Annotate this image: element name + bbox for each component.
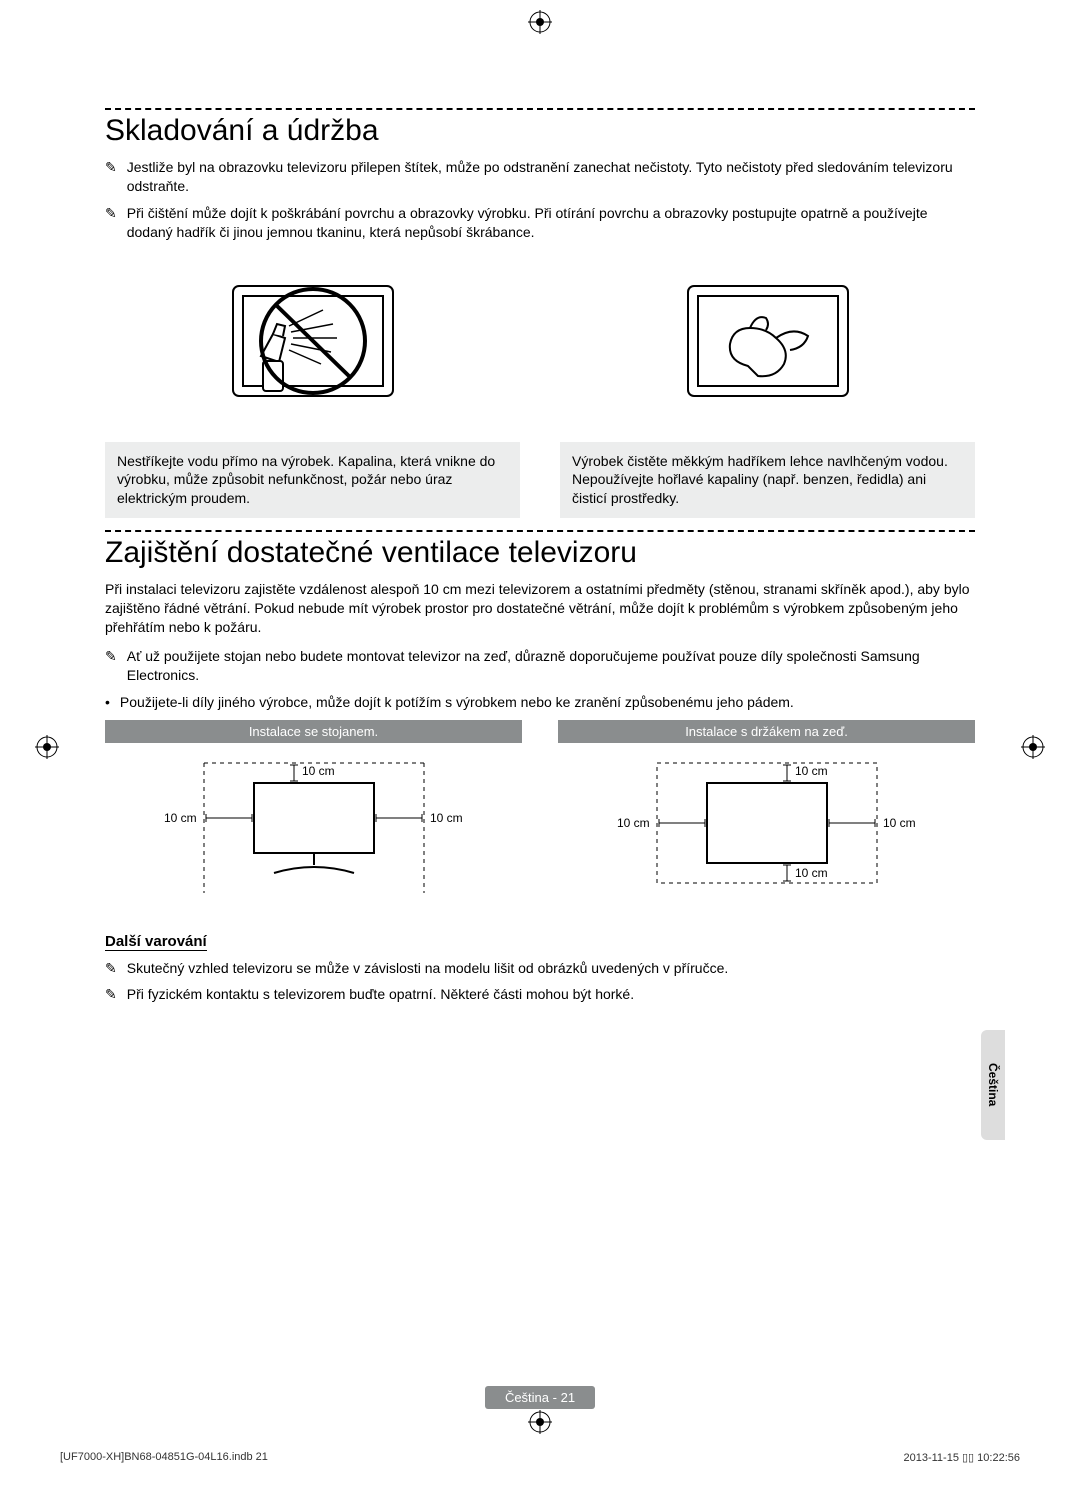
section2-intro: Při instalaci televizoru zajistěte vzdál… — [105, 580, 975, 637]
note-item: ✎ Při čištění může dojít k poškrábání po… — [105, 204, 975, 242]
section2-note-list: ✎ Ať už použijete stojan nebo budete mon… — [105, 647, 975, 685]
section3-notes: ✎ Skutečný vzhled televizoru se může v z… — [105, 959, 975, 1005]
note-text: Ať už použijete stojan nebo budete monto… — [127, 647, 975, 685]
section2-bullet-list: • Použijete-li díly jiného výrobce, může… — [105, 693, 975, 712]
svg-text:10 cm: 10 cm — [883, 816, 916, 830]
install-stand-header: Instalace se stojanem. — [105, 720, 522, 743]
note-item: ✎ Jestliže byl na obrazovku televizoru p… — [105, 158, 975, 196]
install-stand-col: Instalace se stojanem. 10 cm — [105, 720, 522, 903]
cleaning-image-left-col: Nestříkejte vodu přímo na výrobek. Kapal… — [105, 256, 520, 519]
install-wall-diagram: 10 cm 10 cm 10 cm 10 cm — [558, 743, 975, 903]
crop-mark-left — [35, 735, 59, 759]
svg-text:10 cm: 10 cm — [430, 811, 463, 825]
bullet-item: • Použijete-li díly jiného výrobce, může… — [105, 693, 975, 712]
cleaning-image-wipe — [560, 256, 975, 436]
meta-filename: [UF7000-XH]BN68-04851G-04L16.indb 21 — [60, 1451, 268, 1464]
cleaning-image-spray — [105, 256, 520, 436]
page-footer: Čeština - 21 — [0, 1386, 1080, 1409]
note-icon: ✎ — [105, 204, 117, 242]
caption-right: Výrobek čistěte měkkým hadříkem lehce na… — [560, 442, 975, 519]
note-text: Skutečný vzhled televizoru se může v záv… — [127, 959, 729, 978]
side-tab-label: Čeština — [986, 1063, 1000, 1106]
footer-page-number: 21 — [561, 1390, 575, 1405]
install-diagrams: Instalace se stojanem. 10 cm — [105, 720, 975, 903]
cleaning-images-row: Nestříkejte vodu přímo na výrobek. Kapal… — [105, 256, 975, 519]
note-icon: ✎ — [105, 647, 117, 685]
section3: Další varování ✎ Skutečný vzhled televiz… — [105, 933, 975, 1005]
note-text: Při čištění může dojít k poškrábání povr… — [127, 204, 975, 242]
print-metadata: [UF7000-XH]BN68-04851G-04L16.indb 21 201… — [60, 1451, 1020, 1464]
footer-language: Čeština — [505, 1390, 549, 1405]
crop-mark-bottom — [528, 1410, 552, 1434]
separator — [105, 108, 975, 110]
section2-title: Zajištění dostatečné ventilace televizor… — [105, 536, 975, 570]
bullet-text: Použijete-li díly jiného výrobce, může d… — [120, 693, 794, 712]
svg-text:10 cm: 10 cm — [164, 811, 197, 825]
svg-text:10 cm: 10 cm — [795, 866, 828, 880]
note-item: ✎ Ať už použijete stojan nebo budete mon… — [105, 647, 975, 685]
install-wall-header: Instalace s držákem na zeď. — [558, 720, 975, 743]
crop-mark-right — [1021, 735, 1045, 759]
language-side-tab: Čeština — [981, 1030, 1005, 1140]
note-item: ✎ Při fyzickém kontaktu s televizorem bu… — [105, 985, 975, 1004]
section1-notes: ✎ Jestliže byl na obrazovku televizoru p… — [105, 158, 975, 242]
note-text: Jestliže byl na obrazovku televizoru při… — [127, 158, 975, 196]
section3-heading: Další varování — [105, 933, 207, 951]
note-icon: ✎ — [105, 959, 117, 978]
footer-sep: - — [553, 1390, 561, 1405]
caption-left: Nestříkejte vodu přímo na výrobek. Kapal… — [105, 442, 520, 519]
note-text: Při fyzickém kontaktu s televizorem buďt… — [127, 985, 634, 1004]
install-wall-col: Instalace s držákem na zeď. 10 cm 10 cm … — [558, 720, 975, 903]
section1-title: Skladování a údržba — [105, 114, 975, 148]
note-item: ✎ Skutečný vzhled televizoru se může v z… — [105, 959, 975, 978]
meta-timestamp: 2013-11-15 ▯▯ 10:22:56 — [904, 1451, 1021, 1464]
svg-text:10 cm: 10 cm — [617, 816, 650, 830]
separator — [105, 530, 975, 532]
note-icon: ✎ — [105, 158, 117, 196]
install-stand-diagram: 10 cm 10 cm 10 cm — [105, 743, 522, 903]
svg-text:10 cm: 10 cm — [302, 764, 335, 778]
crop-mark-top — [528, 10, 552, 34]
svg-text:10 cm: 10 cm — [795, 764, 828, 778]
note-icon: ✎ — [105, 985, 117, 1004]
page-content: Skladování a údržba ✎ Jestliže byl na ob… — [105, 100, 975, 1012]
cleaning-image-right-col: Výrobek čistěte měkkým hadříkem lehce na… — [560, 256, 975, 519]
bullet-icon: • — [105, 693, 110, 712]
